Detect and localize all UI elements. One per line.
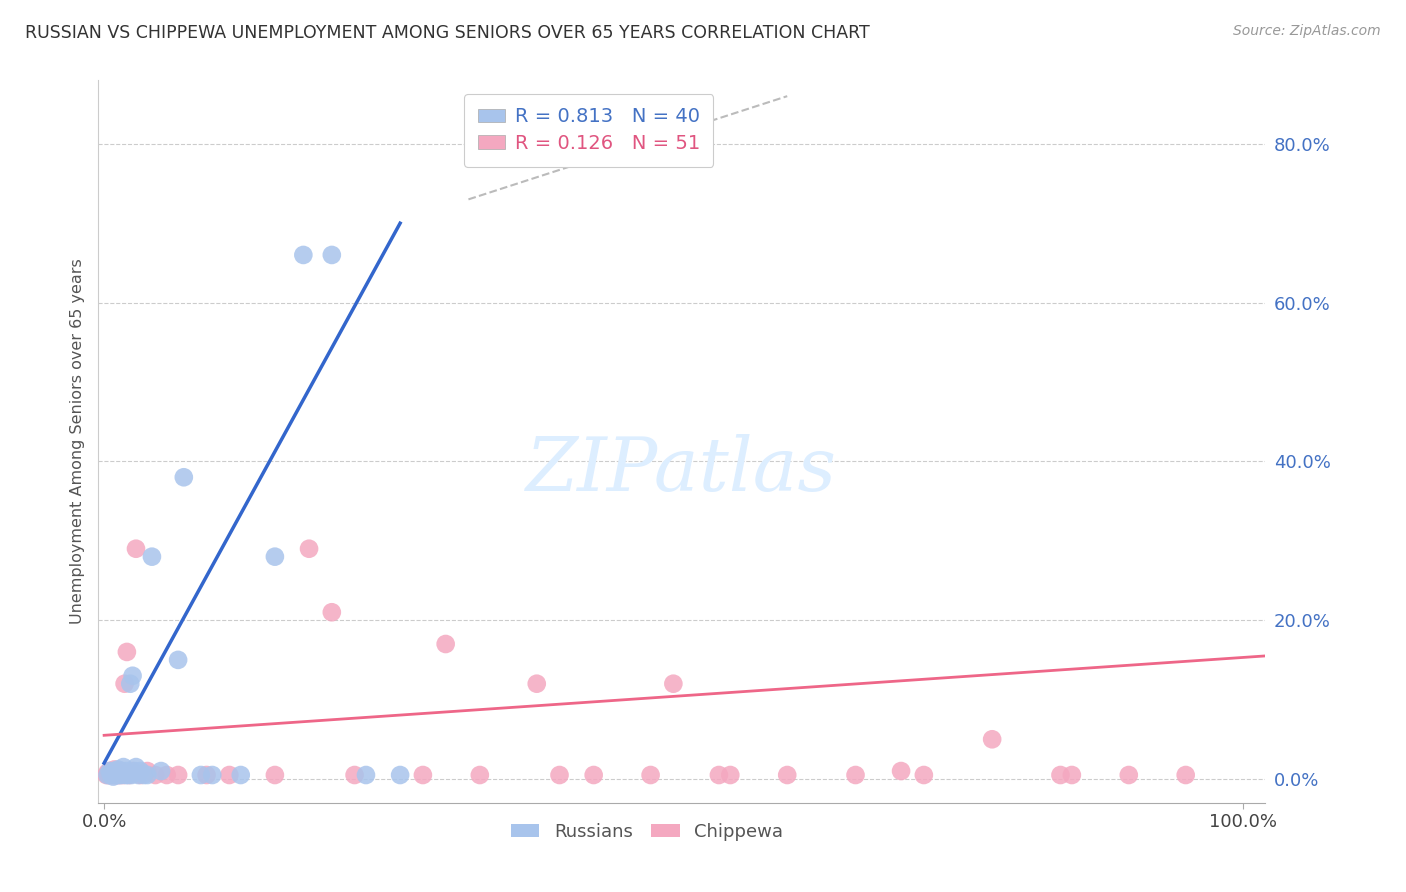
Point <box>707 768 730 782</box>
Point <box>662 676 685 690</box>
Point <box>121 764 143 778</box>
Point <box>127 768 149 782</box>
Point <box>218 768 240 782</box>
Point <box>412 768 434 782</box>
Point <box>108 768 131 782</box>
Point <box>195 768 218 782</box>
Point <box>354 768 377 782</box>
Text: RUSSIAN VS CHIPPEWA UNEMPLOYMENT AMONG SENIORS OVER 65 YEARS CORRELATION CHART: RUSSIAN VS CHIPPEWA UNEMPLOYMENT AMONG S… <box>25 24 870 42</box>
Point <box>129 764 152 778</box>
Point <box>108 768 131 782</box>
Point <box>143 768 166 782</box>
Point <box>264 768 287 782</box>
Point <box>640 768 662 782</box>
Point <box>124 764 146 778</box>
Point <box>321 605 343 619</box>
Point <box>105 765 128 780</box>
Point <box>321 248 343 262</box>
Point <box>118 768 141 782</box>
Point <box>389 768 412 782</box>
Text: ZIPatlas: ZIPatlas <box>526 434 838 507</box>
Point <box>526 676 548 690</box>
Point <box>298 541 321 556</box>
Point <box>718 768 741 782</box>
Point <box>150 764 173 778</box>
Point <box>103 768 125 782</box>
Point <box>1049 768 1071 782</box>
Point <box>100 768 122 782</box>
Point <box>912 768 935 782</box>
Point <box>167 653 190 667</box>
Point <box>468 768 491 782</box>
Point <box>98 764 121 778</box>
Point <box>112 760 135 774</box>
Point <box>97 768 120 782</box>
Point <box>114 768 136 782</box>
Point <box>125 760 148 774</box>
Point <box>548 768 571 782</box>
Point <box>103 764 125 778</box>
Point <box>98 764 121 778</box>
Point <box>101 765 124 780</box>
Point <box>103 763 125 777</box>
Point <box>776 768 799 782</box>
Point <box>1174 768 1197 782</box>
Point <box>434 637 457 651</box>
Point <box>582 768 605 782</box>
Point <box>105 765 128 780</box>
Point <box>110 764 132 778</box>
Y-axis label: Unemployment Among Seniors over 65 years: Unemployment Among Seniors over 65 years <box>69 259 84 624</box>
Point <box>1060 768 1083 782</box>
Point <box>107 768 129 782</box>
Point <box>264 549 287 564</box>
Point <box>173 470 195 484</box>
Legend: Russians, Chippewa: Russians, Chippewa <box>503 815 790 848</box>
Point <box>96 768 118 782</box>
Point <box>101 765 124 780</box>
Point <box>117 768 139 782</box>
Point <box>112 768 135 782</box>
Point <box>1118 768 1140 782</box>
Point <box>100 768 122 782</box>
Point <box>114 765 136 780</box>
Point <box>115 645 138 659</box>
Point <box>136 768 159 782</box>
Point <box>108 764 131 778</box>
Point <box>104 768 127 782</box>
Point <box>190 768 212 782</box>
Point <box>132 768 155 782</box>
Point <box>114 676 136 690</box>
Point <box>96 768 118 782</box>
Point <box>104 768 127 782</box>
Point <box>167 768 190 782</box>
Point <box>118 766 141 780</box>
Point <box>343 768 366 782</box>
Point <box>103 770 125 784</box>
Point <box>136 764 159 778</box>
Text: Source: ZipAtlas.com: Source: ZipAtlas.com <box>1233 24 1381 38</box>
Point <box>125 541 148 556</box>
Point <box>110 768 132 782</box>
Point <box>111 765 134 780</box>
Point <box>115 764 138 778</box>
Point <box>229 768 252 782</box>
Point <box>129 768 152 782</box>
Point <box>141 549 163 564</box>
Point <box>120 676 142 690</box>
Point <box>156 768 179 782</box>
Point <box>107 763 129 777</box>
Point <box>292 248 315 262</box>
Point <box>890 764 912 778</box>
Point <box>121 669 143 683</box>
Point <box>201 768 224 782</box>
Point <box>108 766 131 780</box>
Point <box>120 768 142 782</box>
Point <box>981 732 1004 747</box>
Point <box>111 764 134 778</box>
Point <box>844 768 866 782</box>
Point <box>96 765 118 780</box>
